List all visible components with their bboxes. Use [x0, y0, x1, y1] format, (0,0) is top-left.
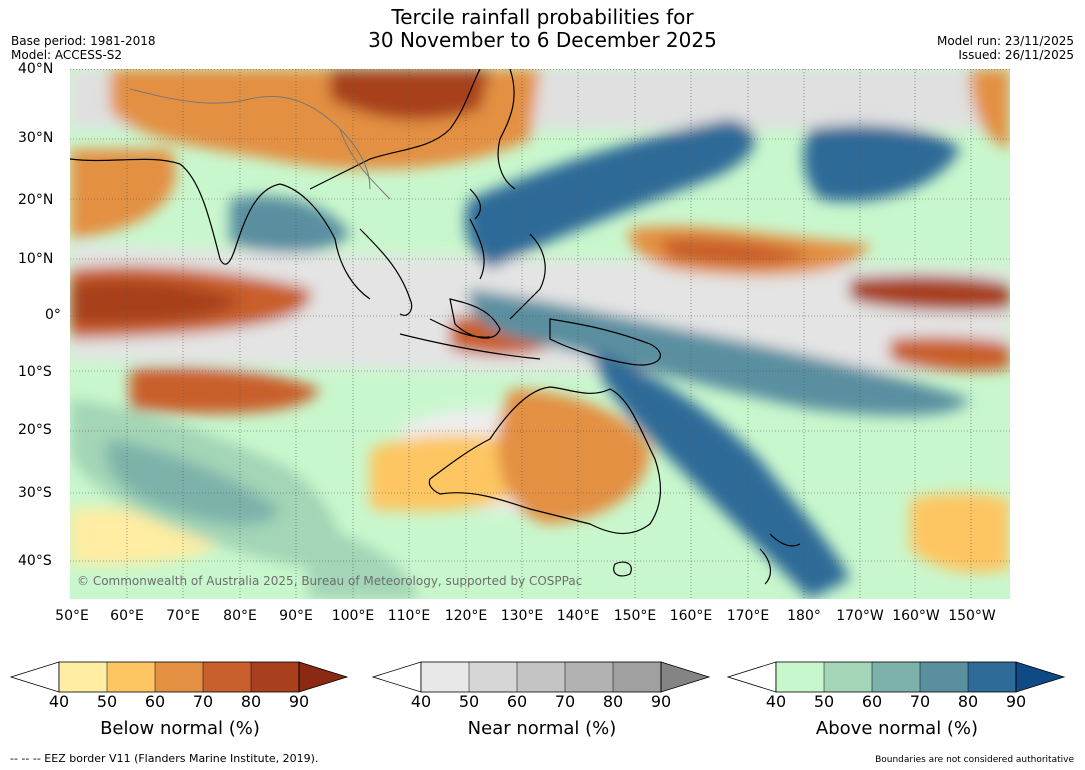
lon-label: 130°E — [500, 608, 544, 624]
colorbar-tick: 70 — [909, 692, 931, 711]
colorbar-tick: 40 — [48, 692, 70, 711]
colorbar-tick: 80 — [240, 692, 262, 711]
colorbar-tick: 70 — [192, 692, 214, 711]
colorbar-outline — [775, 661, 1017, 693]
lon-label: 170°W — [836, 608, 884, 624]
colorbar-tick: 90 — [650, 692, 672, 711]
colorbar-upper-extension — [298, 661, 349, 693]
lat-label: 30°N — [18, 130, 54, 146]
lon-label: 60°E — [110, 608, 144, 624]
colorbar-tick: 70 — [554, 692, 576, 711]
colorbar-segment — [421, 662, 469, 692]
lon-label: 180° — [787, 608, 821, 624]
colorbar-tick: 40 — [410, 692, 432, 711]
colorbar-segment — [155, 662, 203, 692]
lat-label: 0° — [45, 307, 61, 323]
map-title-line2: 30 November to 6 December 2025 — [368, 28, 717, 52]
boundaries-disclaimer: Boundaries are not considered authoritat… — [875, 755, 1074, 765]
below-normal-colorbar — [10, 661, 349, 693]
colorbar-segment — [565, 662, 613, 692]
colorbar-lower-extension — [372, 661, 422, 693]
issued-date: Issued: 26/11/2025 — [958, 48, 1074, 62]
model-run: Model run: 23/11/2025 — [936, 34, 1074, 48]
graticule — [70, 69, 1010, 599]
colorbar-outline — [58, 661, 300, 693]
lon-label: 150°E — [613, 608, 657, 624]
colorbar-segment — [613, 662, 661, 692]
colorbar-segment — [920, 662, 968, 692]
lon-label: 90°E — [279, 608, 313, 624]
eez-border-note: -- -- -- EEZ border V11 (Flanders Marine… — [10, 752, 319, 765]
probability-field — [70, 69, 1010, 599]
lon-label: 120°E — [444, 608, 488, 624]
lon-label: 170°E — [726, 608, 770, 624]
colorbar-tick: 50 — [813, 692, 835, 711]
colorbar-tick: 60 — [144, 692, 166, 711]
lon-label: 50°E — [55, 608, 89, 624]
lon-label: 80°E — [223, 608, 257, 624]
lat-label: 40°N — [18, 61, 54, 77]
rainfall-probability-map — [70, 69, 1010, 599]
colorbar-segment — [776, 662, 824, 692]
lon-label: 140°E — [556, 608, 600, 624]
colorbar-segment — [251, 662, 299, 692]
colorbar-segment — [469, 662, 517, 692]
country-borders — [129, 88, 391, 200]
above-normal-colorbar — [727, 661, 1066, 693]
colorbar-segment — [59, 662, 107, 692]
model-name: Model: ACCESS-S2 — [11, 48, 123, 62]
colorbar-segment — [107, 662, 155, 692]
lon-label: 70°E — [166, 608, 200, 624]
colorbar-tick: 40 — [765, 692, 787, 711]
base-period: Base period: 1981-2018 — [11, 34, 156, 48]
map-title-line1: Tercile rainfall probabilities for — [391, 5, 694, 29]
colorbar-segment — [968, 662, 1016, 692]
colorbar-lower-extension — [10, 661, 60, 693]
lon-label: 100°E — [331, 608, 375, 624]
colorbar-tick: 60 — [506, 692, 528, 711]
colorbar-tick: 90 — [1005, 692, 1027, 711]
lon-label: 150°W — [948, 608, 996, 624]
colorbar-segment — [872, 662, 920, 692]
colorbar-segment — [203, 662, 251, 692]
lon-label: 160°E — [669, 608, 713, 624]
lat-label: 20°N — [18, 192, 54, 208]
colorbar-upper-extension — [1015, 661, 1066, 693]
colorbar-tick: 50 — [96, 692, 118, 711]
below-normal-label: Below normal (%) — [100, 718, 260, 739]
above-normal-label: Above normal (%) — [815, 718, 979, 739]
colorbar-outline — [420, 661, 662, 693]
copyright-notice: © Commonwealth of Australia 2025, Bureau… — [77, 574, 583, 588]
lat-label: 40°S — [18, 553, 52, 569]
lat-label: 20°S — [18, 422, 52, 438]
colorbar-segment — [517, 662, 565, 692]
colorbar-tick: 50 — [458, 692, 480, 711]
lat-label: 30°S — [18, 485, 52, 501]
lon-label: 110°E — [387, 608, 431, 624]
near-normal-label: Near normal (%) — [467, 718, 617, 739]
lon-label: 160°W — [892, 608, 940, 624]
lat-label: 10°S — [18, 364, 52, 380]
coastlines — [70, 69, 801, 585]
colorbar-lower-extension — [727, 661, 777, 693]
near-normal-colorbar — [372, 661, 711, 693]
colorbar-upper-extension — [660, 661, 711, 693]
colorbar-segment — [824, 662, 872, 692]
colorbar-tick: 90 — [288, 692, 310, 711]
colorbar-tick: 80 — [957, 692, 979, 711]
colorbar-tick: 80 — [602, 692, 624, 711]
colorbar-tick: 60 — [861, 692, 883, 711]
lat-label: 10°N — [18, 251, 54, 267]
